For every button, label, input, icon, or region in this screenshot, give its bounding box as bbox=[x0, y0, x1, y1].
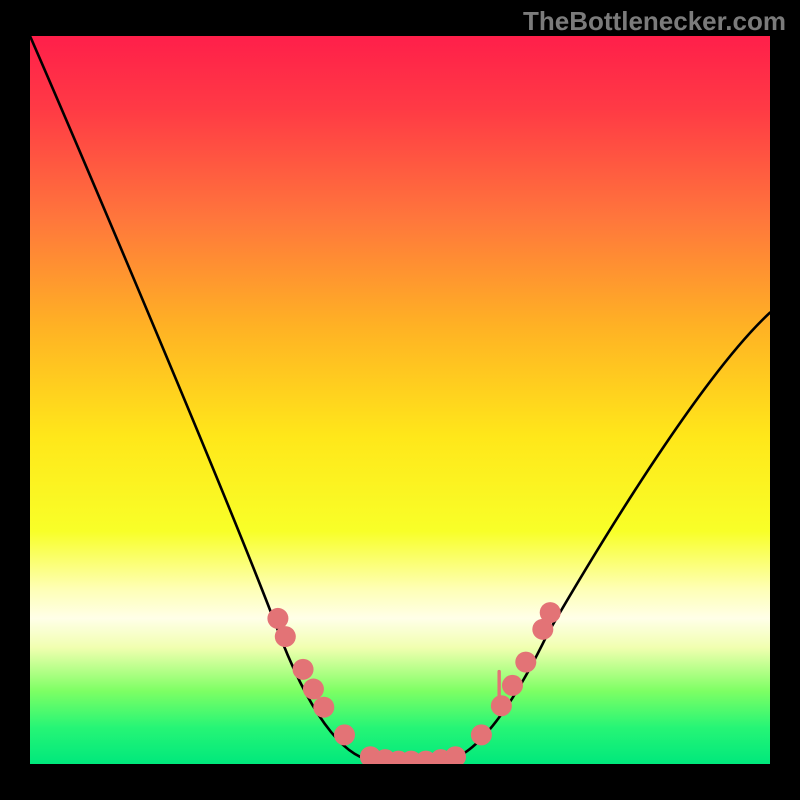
marker-dot bbox=[540, 602, 561, 623]
gradient-background bbox=[30, 36, 770, 764]
marker-dot bbox=[293, 659, 314, 680]
marker-dot bbox=[471, 724, 492, 745]
marker-dot bbox=[267, 608, 288, 629]
marker-dot bbox=[502, 675, 523, 696]
marker-dot bbox=[275, 626, 296, 647]
stage: TheBottlenecker.com bbox=[0, 0, 800, 800]
marker-dot bbox=[303, 679, 324, 700]
watermark-text: TheBottlenecker.com bbox=[523, 6, 786, 37]
bottleneck-heatmap-plot bbox=[30, 36, 770, 764]
marker-dot bbox=[334, 724, 355, 745]
marker-dot bbox=[313, 697, 334, 718]
marker-dot bbox=[515, 652, 536, 673]
marker-dot bbox=[491, 695, 512, 716]
